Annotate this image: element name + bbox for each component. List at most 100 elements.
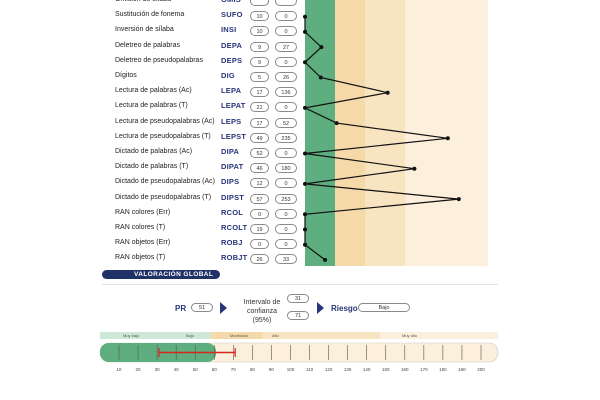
percentile-score: 0: [275, 208, 297, 219]
raw-score: 19: [250, 224, 269, 234]
scale-tick-label: 100: [286, 367, 295, 372]
profile-point: [303, 181, 307, 186]
table-row: Sustitución de fonema SUFO 10 0: [0, 9, 600, 24]
profile-point: [303, 60, 307, 65]
subtest-code: ROBJT: [221, 253, 248, 263]
subtest-label: RAN colores (Err): [115, 208, 171, 216]
raw-score: 26: [250, 254, 269, 265]
subtest-code: DIPA: [221, 147, 240, 156]
scale-tick-label: 60: [211, 367, 217, 372]
scale-tick-label: 110: [305, 367, 314, 372]
subtest-code: DIPS: [221, 177, 240, 187]
scale-tick-label: 80: [249, 367, 255, 372]
raw-score: [250, 0, 269, 6]
scale-tick-label: 140: [362, 367, 371, 372]
raw-score: 46: [250, 163, 269, 174]
table-row: Dictado de pseudopalabras (T) DIPST 57 253: [0, 192, 600, 207]
scale-category-label: Alto: [272, 333, 279, 338]
table-row: Omisión de sílaba OMIS: [0, 0, 600, 9]
percentile-score: 253: [275, 193, 297, 204]
profile-point: [303, 105, 307, 110]
subtest-code: RCOLT: [221, 223, 248, 232]
subtest-label: Dígitos: [115, 72, 137, 79]
raw-score: 17: [250, 87, 269, 98]
percentile-score: 235: [275, 132, 297, 143]
percentile-score: 136: [275, 87, 297, 98]
percentile-score: 0: [275, 178, 297, 189]
percentile-score: 33: [275, 254, 297, 265]
table-row: Lectura de pseudopalabras (Ac) LEPS 17 52: [0, 116, 600, 131]
table-row: Dictado de palabras (Ac) DIPA 52 0: [0, 146, 600, 161]
subtest-code: INSI: [221, 25, 237, 35]
subtest-label: Dictado de pseudopalabras (T): [115, 193, 212, 201]
raw-score: 5: [250, 72, 269, 82]
table-row: Dígitos DIG 5 26: [0, 70, 600, 85]
band-green: [305, 0, 335, 266]
global-assessment-title: VALORACIÓN GLOBAL: [134, 271, 214, 278]
profile-point: [385, 90, 390, 95]
scale-category-band: [211, 332, 263, 339]
table-row: Lectura de palabras (Ac) LEPA 17 136: [0, 85, 600, 100]
scale-category-band: [148, 332, 211, 339]
subtest-label: Omisión de sílaba: [115, 0, 171, 3]
scale-tick-label: 150: [381, 367, 390, 372]
table-row: RAN objetos (T) ROBJT 26 33: [0, 252, 600, 267]
subtest-label: Dictado de pseudopalabras (Ac): [115, 178, 216, 186]
raw-score: 9: [250, 41, 269, 52]
profile-point: [318, 75, 323, 80]
raw-score: 10: [250, 26, 269, 37]
profile-point: [303, 212, 307, 217]
table-row: RAN objetos (Err) ROBJ 0 0: [0, 237, 600, 252]
scale-tick-label: 120: [324, 367, 333, 372]
subtest-label: RAN objetos (Err): [115, 239, 171, 247]
profile-point: [323, 257, 328, 262]
scale-tick-label: 10: [116, 367, 122, 372]
subtest-label: Dictado de palabras (Ac): [115, 148, 193, 155]
scale-tick-label: 200: [477, 367, 485, 372]
table-row: RAN colores (T) RCOLT 19 0: [0, 222, 600, 237]
arrow-icon: [220, 302, 227, 314]
subtest-code: RCOL: [221, 207, 244, 217]
raw-score: 17: [250, 117, 269, 128]
table-row: RAN colores (Err) RCOL 0 0: [0, 207, 600, 222]
percentile-score: [275, 0, 297, 6]
percentile-score: 0: [275, 148, 297, 158]
interval-low: 31: [287, 294, 309, 303]
scale-tick-label: 20: [135, 367, 141, 372]
percentile-score: 0: [275, 11, 297, 22]
raw-score: 57: [250, 193, 269, 204]
global-assessment-header: VALORACIÓN GLOBAL: [102, 270, 220, 279]
raw-score: 10: [250, 11, 269, 22]
percentile-score: 0: [275, 56, 297, 67]
arrow-icon: [317, 302, 324, 314]
scale-tick-label: 180: [439, 367, 447, 372]
band-peach-2: [365, 0, 405, 266]
raw-score: 0: [250, 208, 269, 219]
interval-high: 71: [287, 311, 309, 320]
table-row: Deletreo de palabras DEPA 9 27: [0, 40, 600, 55]
profile-point: [445, 136, 450, 141]
interval-label: Intervalo de confianza (95%): [238, 298, 286, 325]
subtest-label: Deletreo de pseudopalabras: [115, 56, 203, 64]
table-row: Deletreo de pseudopalabras DEPS 9 0: [0, 55, 600, 70]
raw-score: 0: [250, 239, 269, 250]
risk-value: Bajo: [358, 303, 410, 312]
risk-label: Riesgo: [331, 304, 358, 313]
scale-tick-label: 50: [192, 367, 198, 372]
band-peach-1: [335, 0, 365, 266]
profile-point: [412, 166, 417, 171]
subtest-code: SUFO: [221, 10, 243, 20]
pr-value: 51: [191, 303, 213, 312]
table-row: Inversión de sílaba INSI 10 0: [0, 24, 600, 39]
profile-point: [303, 151, 307, 156]
subtest-code: DEPS: [221, 55, 243, 65]
subtest-label: Inversión de sílaba: [115, 26, 174, 34]
profile-point: [334, 121, 339, 126]
subtest-label: RAN objetos (T): [115, 254, 166, 262]
subtest-code: DEPA: [221, 40, 243, 50]
subtest-label: Lectura de pseudopalabras (T): [115, 132, 211, 140]
profile-point: [303, 14, 307, 19]
subtest-code: DIG: [221, 71, 235, 80]
